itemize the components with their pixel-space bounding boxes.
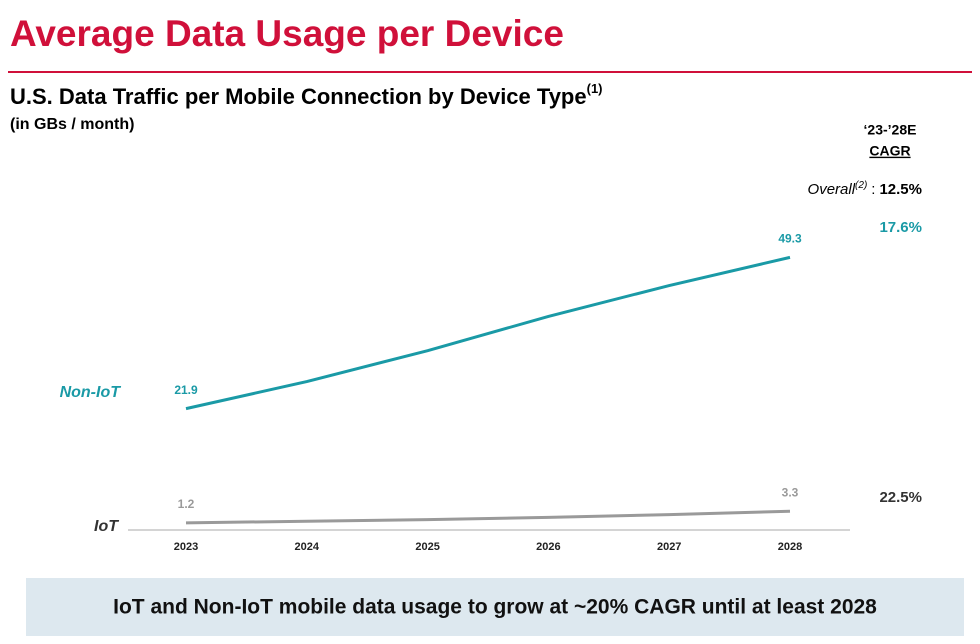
data-label: 1.2 bbox=[178, 497, 195, 511]
data-label: 3.3 bbox=[782, 485, 799, 499]
series-name: Non-IoT bbox=[60, 384, 122, 401]
plot: 2023 2024 2025 2026 2027 2028 21.9 49.3 Non-IoT 1… bbox=[60, 219, 922, 553]
series-cagr: 22.5% bbox=[879, 489, 922, 506]
x-tick-label: 2027 bbox=[657, 541, 681, 553]
overall-note: (2) bbox=[855, 180, 867, 191]
overall: Overall(2):12.5% bbox=[808, 180, 922, 198]
cagr-header: ‘23-’28E bbox=[864, 122, 917, 138]
data-label: 49.3 bbox=[778, 232, 802, 246]
series-cagr: 17.6% bbox=[879, 219, 922, 236]
series-line bbox=[185, 509, 791, 525]
x-tick-label: 2025 bbox=[415, 541, 439, 553]
overall-value: 12.5% bbox=[879, 181, 922, 198]
x-tick-label: 2024 bbox=[295, 541, 320, 553]
units: (in GBs / month) bbox=[10, 116, 134, 133]
overall-sep: : bbox=[871, 181, 875, 198]
title: Average Data Usage per Device bbox=[10, 13, 564, 54]
series-line bbox=[185, 255, 791, 411]
x-tick-label: 2026 bbox=[536, 541, 560, 553]
footer-banner bbox=[26, 578, 964, 636]
data-label: 21.9 bbox=[174, 383, 198, 397]
overall-label: Overall bbox=[808, 181, 856, 198]
x-tick-label: 2023 bbox=[174, 541, 198, 553]
footer: IoT and Non-IoT mobile data usage to gro… bbox=[113, 596, 877, 619]
subtitle-text: U.S. Data Traffic per Mobile Connection … bbox=[10, 84, 587, 109]
cagr-header: CAGR bbox=[869, 143, 910, 159]
series-name: IoT bbox=[94, 518, 119, 535]
subtitle-note: (1) bbox=[587, 81, 603, 96]
subtitle: U.S. Data Traffic per Mobile Connection … bbox=[10, 81, 603, 108]
x-tick-label: 2028 bbox=[778, 541, 802, 553]
